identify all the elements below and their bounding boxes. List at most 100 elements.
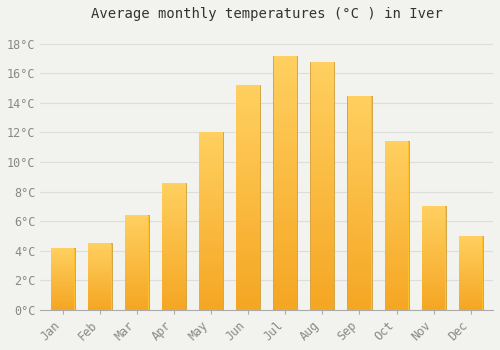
Bar (310, 181, 334, 186)
Bar (274, 112, 297, 117)
Bar (162, 195, 186, 198)
Bar (385, 306, 408, 310)
Bar (125, 245, 148, 247)
Bar (200, 253, 222, 257)
Bar (348, 121, 371, 126)
Bar (88, 251, 112, 253)
Bar (385, 152, 408, 155)
Bar (125, 302, 148, 304)
Bar (236, 296, 260, 301)
Bar (348, 151, 371, 155)
Bar (274, 279, 297, 284)
Bar (348, 203, 371, 207)
Bar (422, 206, 446, 208)
Bar (348, 241, 371, 245)
Bar (385, 259, 408, 262)
Bar (274, 61, 297, 66)
Bar (51, 251, 74, 253)
Bar (459, 265, 482, 267)
Bar (422, 283, 446, 285)
Bar (310, 201, 334, 205)
Bar (200, 225, 222, 228)
Bar (385, 158, 408, 162)
Bar (51, 287, 74, 289)
Bar (422, 271, 446, 273)
Bar (51, 292, 74, 294)
Bar (310, 62, 334, 66)
Bar (459, 245, 482, 246)
Bar (125, 260, 148, 262)
Bar (310, 86, 334, 91)
Bar (459, 248, 482, 249)
Bar (200, 178, 222, 182)
Bar (422, 258, 446, 260)
Bar (422, 287, 446, 289)
Bar (125, 230, 148, 232)
Bar (274, 218, 297, 223)
Bar (236, 85, 260, 310)
Bar (88, 294, 112, 295)
Bar (422, 289, 446, 291)
Bar (422, 301, 446, 303)
Bar (310, 111, 334, 116)
Bar (125, 308, 148, 310)
Bar (125, 293, 148, 295)
Bar (310, 290, 334, 295)
Bar (310, 151, 334, 156)
Bar (274, 188, 297, 193)
Bar (200, 140, 222, 143)
Bar (459, 258, 482, 259)
Bar (348, 262, 371, 267)
Bar (384, 141, 408, 310)
Bar (162, 304, 186, 307)
Bar (236, 238, 260, 242)
Bar (274, 177, 297, 183)
Bar (459, 276, 482, 277)
Bar (422, 303, 446, 306)
Bar (422, 212, 446, 215)
Bar (274, 289, 297, 294)
Bar (200, 182, 222, 186)
Bar (274, 86, 297, 91)
Bar (162, 236, 186, 239)
Bar (236, 144, 260, 148)
Bar (274, 233, 297, 239)
Bar (385, 286, 408, 289)
Bar (310, 300, 334, 305)
Bar (385, 229, 408, 232)
Bar (236, 130, 260, 135)
Bar (162, 287, 186, 289)
Bar (200, 218, 222, 221)
Bar (422, 254, 446, 256)
Bar (88, 287, 112, 288)
Bar (236, 193, 260, 197)
Bar (125, 253, 148, 255)
Bar (236, 224, 260, 229)
Bar (51, 291, 74, 292)
Bar (236, 242, 260, 247)
Bar (348, 224, 371, 228)
Bar (274, 239, 297, 244)
Bar (88, 306, 112, 307)
Bar (162, 203, 186, 205)
Bar (310, 285, 334, 290)
Bar (51, 302, 74, 303)
Bar (162, 261, 186, 264)
Bar (162, 251, 186, 254)
Bar (459, 237, 482, 239)
Bar (274, 304, 297, 310)
Bar (51, 249, 74, 250)
Bar (125, 291, 148, 293)
Bar (310, 131, 334, 136)
Bar (236, 211, 260, 215)
Bar (200, 157, 222, 161)
Bar (162, 254, 186, 256)
Bar (310, 245, 334, 250)
Bar (459, 277, 482, 279)
Bar (236, 260, 260, 265)
Bar (385, 195, 408, 198)
Bar (459, 295, 482, 296)
Bar (273, 56, 297, 310)
Bar (422, 248, 446, 250)
Bar (422, 219, 446, 221)
